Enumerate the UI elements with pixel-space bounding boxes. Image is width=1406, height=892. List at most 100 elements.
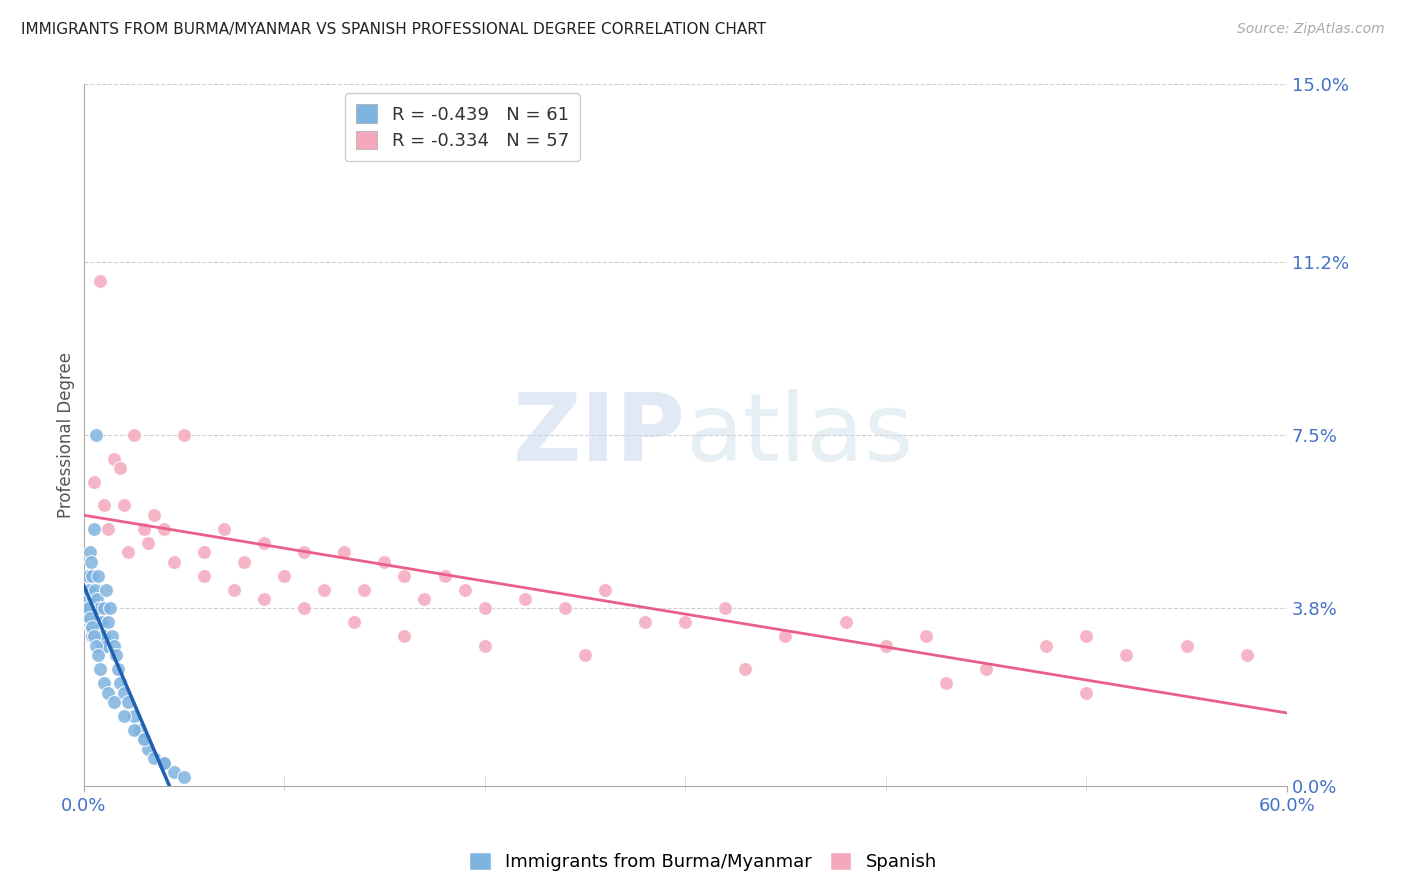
Point — [79, 545, 101, 559]
Point — [112, 709, 135, 723]
Point — [314, 582, 336, 597]
Point — [136, 741, 159, 756]
Point — [90, 639, 112, 653]
Point — [634, 615, 657, 630]
Point — [83, 475, 105, 489]
Point — [1076, 630, 1098, 644]
Point — [714, 601, 737, 615]
Point — [93, 630, 115, 644]
Point — [79, 555, 101, 569]
Point — [84, 639, 107, 653]
Point — [1115, 648, 1137, 662]
Point — [86, 592, 108, 607]
Text: ZIP: ZIP — [512, 389, 685, 482]
Point — [108, 676, 131, 690]
Point — [89, 274, 111, 288]
Point — [453, 582, 475, 597]
Point — [117, 545, 139, 559]
Point — [574, 648, 596, 662]
Point — [433, 568, 456, 582]
Point — [212, 522, 235, 536]
Point — [775, 630, 797, 644]
Point — [253, 592, 276, 607]
Point — [75, 601, 97, 615]
Point — [80, 568, 103, 582]
Point — [93, 676, 115, 690]
Point — [80, 620, 103, 634]
Point — [87, 615, 110, 630]
Point — [353, 582, 375, 597]
Point — [86, 630, 108, 644]
Point — [76, 568, 98, 582]
Point — [875, 639, 897, 653]
Point — [93, 499, 115, 513]
Legend: Immigrants from Burma/Myanmar, Spanish: Immigrants from Burma/Myanmar, Spanish — [461, 845, 945, 879]
Point — [112, 685, 135, 699]
Point — [935, 676, 957, 690]
Point — [173, 770, 195, 784]
Point — [79, 611, 101, 625]
Point — [136, 536, 159, 550]
Point — [94, 639, 117, 653]
Point — [77, 611, 100, 625]
Text: atlas: atlas — [685, 389, 914, 482]
Point — [974, 662, 997, 676]
Point — [474, 639, 496, 653]
Point — [122, 428, 145, 442]
Point — [394, 630, 416, 644]
Point — [173, 428, 195, 442]
Point — [86, 648, 108, 662]
Point — [152, 756, 174, 770]
Point — [128, 723, 150, 737]
Point — [132, 732, 155, 747]
Point — [83, 615, 105, 630]
Point — [89, 601, 111, 615]
Point — [273, 568, 295, 582]
Point — [93, 601, 115, 615]
Point — [100, 630, 122, 644]
Point — [163, 555, 186, 569]
Point — [253, 536, 276, 550]
Point — [142, 508, 165, 522]
Point — [79, 620, 101, 634]
Point — [117, 695, 139, 709]
Point — [142, 751, 165, 765]
Point — [84, 601, 107, 615]
Point — [1175, 639, 1198, 653]
Y-axis label: Professional Degree: Professional Degree — [58, 352, 75, 518]
Point — [152, 522, 174, 536]
Point — [834, 615, 856, 630]
Point — [132, 732, 155, 747]
Point — [193, 545, 215, 559]
Point — [103, 451, 125, 466]
Point — [83, 522, 105, 536]
Point — [80, 630, 103, 644]
Point — [222, 582, 245, 597]
Point — [90, 615, 112, 630]
Legend: R = -0.439   N = 61, R = -0.334   N = 57: R = -0.439 N = 61, R = -0.334 N = 57 — [344, 94, 579, 161]
Point — [474, 601, 496, 615]
Point — [97, 522, 120, 536]
Point — [122, 709, 145, 723]
Point — [107, 662, 129, 676]
Point — [84, 428, 107, 442]
Point — [83, 630, 105, 644]
Point — [83, 582, 105, 597]
Point — [90, 630, 112, 644]
Point — [76, 601, 98, 615]
Point — [554, 601, 576, 615]
Point — [292, 601, 315, 615]
Point — [103, 695, 125, 709]
Point — [343, 615, 366, 630]
Point — [513, 592, 536, 607]
Point — [152, 756, 174, 770]
Point — [394, 568, 416, 582]
Point — [193, 568, 215, 582]
Point — [673, 615, 696, 630]
Point — [1035, 639, 1057, 653]
Point — [98, 601, 121, 615]
Point — [914, 630, 936, 644]
Point — [593, 582, 616, 597]
Point — [1236, 648, 1258, 662]
Point — [94, 582, 117, 597]
